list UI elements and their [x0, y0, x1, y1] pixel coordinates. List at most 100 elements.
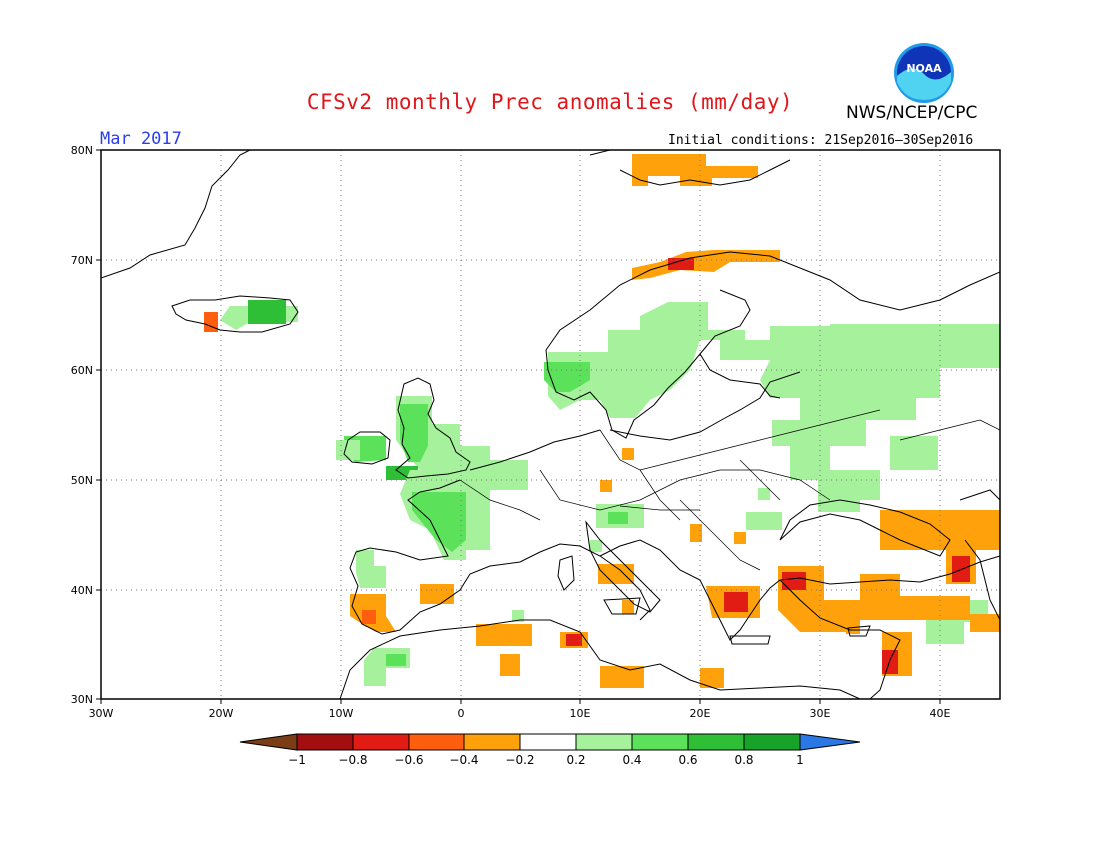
tick-marks	[96, 149, 941, 704]
coastline-crete	[729, 635, 771, 645]
noaa-logo: NOAA	[894, 43, 954, 103]
anomaly-region-russia-south	[772, 420, 938, 512]
coastline-iceland	[171, 295, 299, 333]
colorbar-label: −0.4	[449, 753, 478, 767]
anomaly-region-libya-west	[500, 654, 520, 676]
anomaly-region-iberia-west	[356, 550, 386, 588]
anomaly-region-bosnia	[690, 524, 702, 542]
anomaly-region-iceland-south	[204, 312, 218, 332]
anomaly-region-morocco-core	[386, 654, 406, 666]
colorbar-label: 0.6	[678, 753, 697, 767]
lon-tick-label: 30E	[810, 707, 831, 720]
colorbar-swatch	[463, 733, 521, 751]
colorbar-swatch	[575, 733, 633, 751]
anomaly-region-caucasus-core	[952, 556, 970, 582]
anomaly-region-sweden-south	[544, 362, 590, 392]
forecast-month: Mar 2017	[100, 129, 182, 149]
lat-tick-label: 30N	[71, 693, 93, 706]
colorbar-label: −0.2	[505, 753, 534, 767]
colorbar	[239, 733, 861, 751]
anomaly-region-greece-core	[724, 592, 748, 612]
anomaly-region-tunisia-west	[512, 610, 524, 622]
colorbar-swatch	[519, 733, 577, 751]
anomaly-region-morocco	[364, 648, 410, 686]
anomaly-region-serbia	[734, 532, 746, 544]
coastline-sicily	[603, 597, 641, 615]
anomaly-region-tunisia	[476, 624, 532, 646]
lat-tick-label: 70N	[71, 254, 93, 267]
lon-tick-label: 20W	[209, 707, 234, 720]
anomaly-region-iberia-east	[420, 584, 454, 604]
coastline-greenland	[101, 150, 251, 279]
anomaly-region-romania	[758, 488, 770, 500]
anomaly-region-italy-north	[590, 540, 602, 552]
anomaly-region-norway-north	[632, 250, 780, 280]
coastline-ireland	[343, 431, 391, 465]
agency-label: NWS/NCEP/CPC	[846, 103, 978, 123]
map-frame	[100, 149, 1001, 700]
anomaly-region-cyprus	[846, 624, 860, 634]
lon-tick-label: 20E	[690, 707, 711, 720]
anomaly-region-svalbard	[632, 154, 758, 186]
coastline-baltic	[609, 371, 801, 441]
anomaly-region-ireland-west	[336, 440, 360, 460]
colorbar-swatch	[687, 733, 745, 751]
colorbar-swatch	[408, 733, 465, 751]
coastline-caspian	[959, 489, 1000, 621]
colorbar-low-arrow	[239, 733, 298, 751]
lat-tick-label: 40N	[71, 584, 93, 597]
colorbar-swatch	[296, 733, 354, 751]
lat-tick-label: 60N	[71, 364, 93, 377]
lat-tick-label: 80N	[71, 144, 93, 157]
colorbar-label: 0.8	[734, 753, 753, 767]
colorbar-label: −0.6	[394, 753, 423, 767]
anomaly-region-turkey	[778, 566, 970, 632]
anomaly-region-france-core	[412, 492, 466, 552]
colorbar-swatch	[631, 733, 689, 751]
anomaly-region-balkans	[746, 512, 782, 530]
logo-text: NOAA	[906, 62, 942, 75]
anomaly-region-alps-core	[608, 512, 628, 524]
lat-tick-label: 50N	[71, 474, 93, 487]
anomaly-region-iberia-south-core	[362, 610, 376, 624]
anomaly-region-egypt	[700, 668, 724, 688]
borders	[459, 409, 1000, 571]
anomaly-region-levant-north	[926, 620, 964, 644]
anomaly-region-libya	[600, 666, 644, 688]
anomaly-region-scandinavia	[548, 302, 1000, 446]
anomaly-region-turkey-west-core	[782, 572, 806, 590]
lon-tick-label: 0	[458, 707, 465, 720]
lon-tick-label: 40E	[930, 707, 951, 720]
anomaly-region-caspian	[970, 614, 1000, 632]
initial-conditions: Initial conditions: 21Sep2016–30Sep2016	[668, 133, 974, 148]
colorbar-label: 0.4	[622, 753, 641, 767]
anomaly-region-levant-core	[882, 650, 898, 674]
colorbar-swatch	[352, 733, 410, 751]
anomaly-region-italy-south	[598, 564, 634, 584]
anomaly-region-iceland-core	[248, 300, 286, 324]
anomaly-region-scotland	[400, 404, 428, 462]
coastline-italy	[585, 520, 661, 613]
anomaly-region-croatia	[600, 480, 612, 492]
anomaly-region-sicily	[622, 600, 634, 614]
colorbar-label: 1	[796, 753, 804, 767]
coastline-svalbard	[589, 150, 791, 186]
anomaly-region-france-south	[622, 448, 634, 460]
coastline-great-britain	[395, 377, 471, 479]
lon-tick-label: 30W	[89, 707, 114, 720]
coastlines	[101, 150, 1000, 699]
lon-tick-label: 10W	[329, 707, 354, 720]
chart-title: CFSv2 monthly Prec anomalies (mm/day)	[306, 90, 794, 114]
coastline-north-africa	[339, 619, 861, 699]
colorbar-swatch	[743, 733, 801, 751]
anomaly-region-norway-north-core	[668, 258, 694, 270]
coastline-sardinia	[557, 555, 575, 591]
anomaly-field	[204, 154, 1000, 688]
colorbar-high-arrow	[799, 733, 861, 751]
coastline-black-sea	[779, 499, 951, 557]
lon-tick-label: 10E	[570, 707, 591, 720]
colorbar-label: −1	[288, 753, 306, 767]
coastline-cyprus	[847, 625, 871, 637]
anomaly-region-tunisia-center	[566, 634, 582, 646]
